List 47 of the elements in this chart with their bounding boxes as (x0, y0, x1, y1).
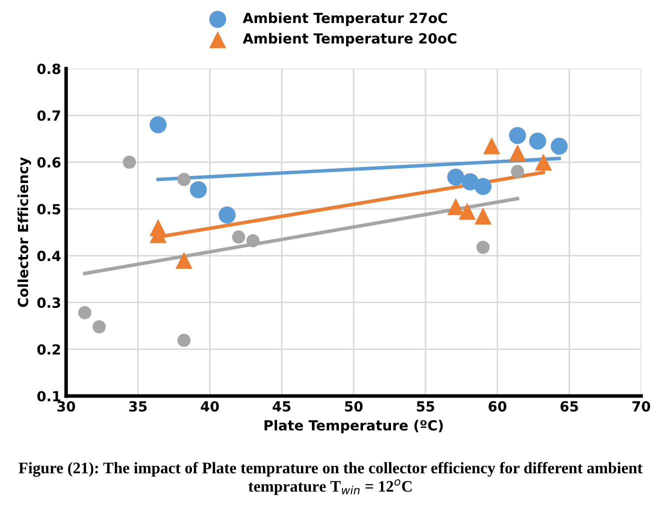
point (122, 156, 136, 169)
point (246, 234, 260, 248)
y-tick-label: 0.4 (37, 250, 61, 262)
point (232, 230, 246, 244)
x-axis-title: Plate Temperature (ºC) (264, 420, 443, 434)
y-tick-label: 0.3 (37, 297, 60, 308)
x-tick-label: 70 (632, 401, 650, 412)
x-tick-label: 30 (57, 401, 76, 412)
point (458, 202, 476, 220)
point (218, 206, 236, 224)
y-axis-title: Collector Efficiency (18, 157, 32, 307)
point (190, 181, 207, 198)
text: Figure (21): The impact of Plate temprature on the collector efficiency for different ambient temprature T$_{win}$ = 12$^{o}$C (18, 462, 643, 496)
y-tick-label: 0.6 (37, 157, 60, 168)
point (474, 178, 492, 195)
point (447, 198, 464, 216)
x-tick-label: 40 (200, 401, 219, 412)
x-tick-label: 45 (272, 401, 290, 412)
x-tick-label: 60 (488, 401, 506, 412)
point (447, 168, 464, 186)
point (474, 207, 492, 224)
point (78, 306, 92, 320)
legend-label: Ambient Temperatur 27oC (242, 12, 447, 26)
point (150, 116, 167, 134)
x-tick-label: 65 (560, 401, 578, 412)
y-tick-label: 0.5 (37, 204, 60, 214)
x-tick-label: 50 (345, 401, 363, 412)
y-tick-label: 0.2 (37, 344, 60, 355)
y-tick-label: 0.8 (37, 64, 60, 74)
point (92, 320, 106, 334)
point (476, 240, 490, 254)
point (510, 164, 524, 178)
point (483, 137, 500, 154)
point (462, 173, 479, 190)
legend-label: Ambient Temperature 20oC (242, 32, 456, 46)
y-tick-label: 0.1 (37, 390, 60, 402)
point (534, 154, 552, 171)
y-tick-label: 0.7 (37, 110, 60, 121)
point (177, 334, 191, 347)
point (529, 132, 546, 150)
point (509, 144, 526, 162)
point (550, 138, 568, 155)
x-tick-label: 35 (129, 401, 147, 412)
point (177, 172, 191, 186)
point (509, 127, 526, 144)
point (175, 252, 192, 269)
x-tick-label: 55 (416, 401, 434, 412)
